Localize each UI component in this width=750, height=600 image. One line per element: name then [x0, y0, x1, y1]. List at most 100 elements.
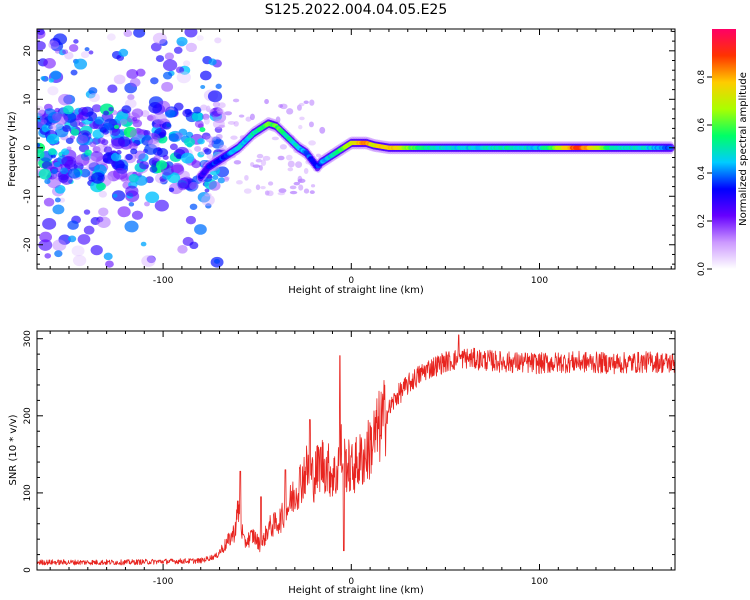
spectrogram-noise-blob	[98, 190, 107, 198]
spectrogram-noise-blob	[196, 35, 204, 41]
spectrogram-noise-blob	[132, 119, 143, 128]
spectrogram-noise-blob	[134, 150, 146, 160]
spectrogram-noise-blob	[167, 172, 181, 183]
spectrogram-noise-blob	[40, 76, 46, 81]
spectrogram-noise-blob	[80, 51, 90, 59]
spectrogram-noise-blob	[286, 108, 294, 115]
spectrogram-noise-blob	[37, 41, 46, 51]
spectrogram-noise-blob	[154, 199, 169, 212]
spectrogram-noise-blob	[214, 37, 222, 44]
spectrogram-noise-blob	[308, 140, 316, 146]
spectrogram-noise-blob	[215, 133, 223, 140]
spectrogram-noise-blob	[205, 108, 214, 113]
colorbar: 0.0 0.2 0.4 0.6 0.8 Normalized spectral ampl…	[697, 29, 749, 276]
spectrogram-noise-blob	[264, 99, 269, 105]
spectrogram-noise-blob	[62, 124, 71, 132]
spectrogram-x-axis-label: Height of straight line (km)	[288, 285, 424, 296]
spectrogram-noise-blob	[103, 118, 118, 131]
spectrogram-noise-blob	[215, 83, 222, 89]
spectrogram-noise-blob	[107, 84, 118, 93]
spectrogram-noise-blob	[126, 69, 139, 79]
colorbar-label: Normalized spectral amplitude	[738, 72, 749, 226]
spectrogram-noise-blob	[150, 77, 159, 85]
spectrogram-noise-blob	[51, 168, 58, 175]
spectrogram-noise-blob	[53, 161, 61, 168]
spectrogram-noise-blob	[133, 29, 146, 38]
spectrogram-noise-blob	[289, 190, 298, 195]
spectrogram-noise-blob	[131, 210, 144, 220]
spectrogram-noise-blob	[38, 239, 53, 251]
spectrogram-noise-blob	[129, 128, 144, 141]
spectrogram-noise-blob	[260, 185, 266, 190]
spectrogram-noise-blob	[173, 46, 183, 54]
spectrogram-noise-blob	[129, 143, 138, 151]
snr-y-tick-label: 200	[23, 407, 33, 424]
spectrogram-noise-blob	[50, 154, 56, 159]
spectrogram-noise-blob	[150, 42, 162, 52]
spectrogram-noise-blobs	[37, 29, 326, 268]
spectrogram-noise-blob	[260, 159, 267, 166]
spectrogram-noise-blob	[271, 136, 279, 141]
spectrogram-noise-blob	[243, 188, 252, 194]
spectrogram-noise-blob	[146, 115, 154, 121]
spectrogram-noise-blob	[103, 252, 113, 261]
spectrogram-noise-blob	[258, 164, 263, 171]
spectrogram-noise-blob	[125, 153, 133, 161]
spectrogram-noise-blob	[62, 49, 69, 55]
spectrogram-noise-blob	[161, 121, 172, 130]
spectrogram-noise-blob	[97, 176, 104, 182]
snr-y-axis-label: SNR (10 * v/v)	[8, 414, 19, 485]
spectrogram-noise-blob	[37, 157, 41, 162]
spectrogram-noise-blob	[208, 180, 221, 191]
spectrogram-noise-blob	[113, 167, 128, 180]
spectrogram-noise-blob	[178, 170, 190, 181]
spectrogram-noise-blob	[199, 70, 212, 81]
spectrogram-noise-blob	[48, 78, 54, 83]
spectrogram-noise-blob	[212, 174, 219, 180]
spectrogram-noise-blob	[205, 203, 212, 209]
spectrogram-noise-blob	[176, 36, 188, 47]
spectrogram-noise-blob	[278, 104, 283, 108]
spectrogram-noise-blob	[214, 126, 223, 133]
spectrogram-noise-blob	[245, 116, 252, 122]
spectrogram-noise-blob	[207, 90, 223, 103]
spectrogram-noise-blob	[249, 113, 255, 121]
spectrogram-noise-blob	[126, 115, 135, 123]
spectrogram-noise-blob	[58, 93, 72, 106]
spectrogram-noise-blob	[293, 181, 300, 186]
colorbar-tick-label: 0.4	[697, 166, 707, 181]
spectrogram-noise-blob	[232, 98, 240, 103]
spectrogram-noise-blob	[144, 143, 158, 155]
spectrogram-noise-blob	[113, 124, 120, 130]
spectrogram-x-tick-label: -100	[153, 276, 174, 286]
spectrogram-x-tick-label: 0	[348, 276, 354, 286]
spectrogram-noise-blob	[58, 174, 69, 183]
spectrogram-noise-blob	[153, 123, 160, 129]
snr-y-ticks: 0 100 200 300	[23, 330, 675, 573]
spectrogram-y-tick-label: 0	[23, 145, 33, 151]
spectrogram-noise-blob	[47, 176, 62, 189]
spectrogram-noise-blob	[206, 153, 214, 160]
spectrogram-noise-blob	[244, 174, 249, 181]
spectrogram-noise-blob	[180, 152, 195, 164]
spectrogram-noise-blob	[143, 134, 151, 141]
spectrogram-noise-blob	[54, 250, 63, 258]
spectrogram-noise-blob	[298, 124, 303, 130]
spectrogram-y-tick-label: 10	[23, 93, 33, 105]
spectrogram-noise-blob	[37, 105, 45, 117]
spectrogram-noise-blob	[279, 144, 287, 150]
spectrogram-noise-blob	[176, 71, 191, 84]
spectrogram-noise-blob	[68, 44, 79, 52]
spectrogram-noise-blob	[223, 176, 230, 182]
spectrogram-noise-blob	[43, 197, 55, 207]
spectrogram-noise-blob	[78, 107, 89, 116]
spectrogram-y-tick-label: -20	[23, 237, 33, 252]
spectrogram-noise-blob	[159, 39, 168, 47]
spectrogram-noise-blob	[205, 135, 214, 143]
spectrogram-noise-blob	[43, 58, 56, 69]
spectrogram-noise-blob	[141, 110, 150, 118]
spectrogram-noise-blob	[44, 253, 52, 259]
spectrogram-noise-blob	[278, 188, 287, 194]
spectrogram-noise-blob	[141, 255, 156, 267]
